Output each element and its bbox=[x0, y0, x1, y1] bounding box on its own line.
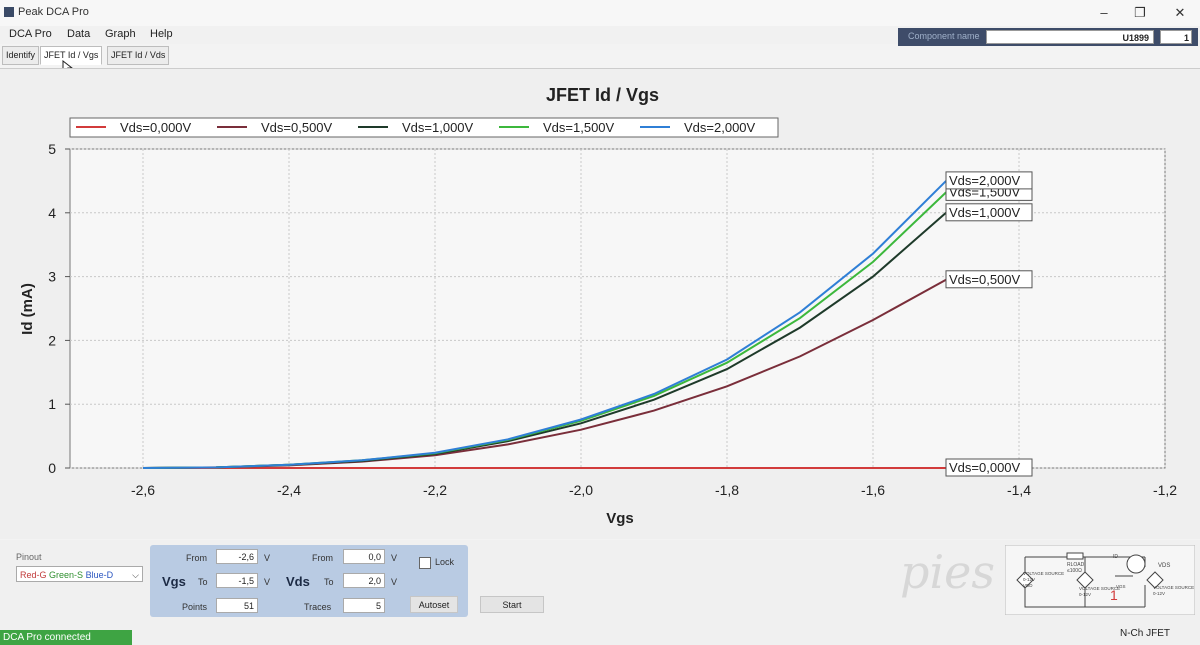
restore-button[interactable]: ❐ bbox=[1134, 5, 1146, 20]
y-tick-label: 4 bbox=[48, 205, 56, 221]
legend-label: Vds=1,000V bbox=[402, 120, 474, 135]
circuit-load-value: ≤100Ω bbox=[1067, 568, 1082, 574]
chart-panel: -2,6 -2,4 -2,2 -2,0 -1,8 -1,6 -1,4 -1,2 0 1 2 3 4 5 JF… bbox=[0, 68, 1200, 539]
vds-from-unit: V bbox=[391, 553, 398, 563]
pinout-select[interactable]: Red-G Green-S Blue-D ⌵ bbox=[16, 566, 143, 582]
x-tick-label: -2,2 bbox=[423, 482, 447, 498]
circuit-vgs-label: VGS bbox=[1116, 584, 1126, 589]
legend-box bbox=[69, 117, 779, 138]
vds-from-input[interactable]: 0,0 bbox=[343, 549, 385, 564]
vgs-label: Vgs bbox=[162, 574, 186, 589]
component-name-label: Component name bbox=[908, 31, 980, 41]
traces-label: Traces bbox=[304, 602, 332, 612]
y-tick-label: 5 bbox=[48, 141, 56, 157]
legend-label: Vds=2,000V bbox=[684, 120, 756, 135]
menu-dca-pro[interactable]: DCA Pro bbox=[9, 28, 52, 40]
points-label: Points bbox=[182, 602, 208, 612]
vds-to-input[interactable]: 2,0 bbox=[343, 573, 385, 588]
vgs-to-input[interactable]: -1,5 bbox=[216, 573, 258, 588]
device-type-label: N-Ch JFET bbox=[1120, 628, 1170, 639]
menu-data[interactable]: Data bbox=[67, 28, 91, 40]
autoset-button[interactable]: Autoset bbox=[410, 596, 458, 613]
pinout-red: Red-G bbox=[20, 570, 47, 580]
end-label-box bbox=[945, 203, 1033, 222]
pinout-green: Green-S bbox=[49, 570, 84, 580]
x-tick-label: -1,8 bbox=[715, 482, 739, 498]
tab-identify[interactable]: Identify bbox=[2, 46, 40, 65]
end-label-box bbox=[945, 171, 1033, 190]
menu-help[interactable]: Help bbox=[150, 28, 173, 40]
y-tick-label: 3 bbox=[48, 269, 56, 285]
app-icon bbox=[4, 7, 14, 17]
x-tick-label: -2,6 bbox=[131, 482, 155, 498]
vds-label: Vds bbox=[286, 574, 310, 589]
title-bar: Peak DCA Pro – ❐ ✕ bbox=[0, 0, 1200, 26]
end-label: Vds=0,500V bbox=[949, 272, 1021, 287]
vgs-from-input[interactable]: -2,6 bbox=[216, 549, 258, 564]
circuit-source1-range: 0-12V bbox=[1023, 577, 1035, 582]
circuit-source1-label: VOLTAGE SOURCE bbox=[1023, 571, 1064, 576]
traces-input[interactable]: 5 bbox=[343, 598, 385, 613]
x-tick-label: -1,4 bbox=[1007, 482, 1031, 498]
component-name-input[interactable]: U1899 bbox=[986, 30, 1154, 44]
vgs-to-label: To bbox=[198, 577, 208, 587]
x-tick-label: -2,0 bbox=[569, 482, 593, 498]
id-vgs-chart: -2,6 -2,4 -2,2 -2,0 -1,8 -1,6 -1,4 -1,2 0 1 2 3 4 5 JF… bbox=[19, 85, 1177, 527]
start-button[interactable]: Start bbox=[480, 596, 544, 613]
component-count-stepper[interactable]: 1 bbox=[1160, 30, 1192, 44]
y-tick-label: 0 bbox=[48, 460, 56, 476]
points-input[interactable]: 51 bbox=[216, 598, 258, 613]
series-line bbox=[142, 180, 947, 469]
circuit-diagram: RLOAD ≤100Ω VOLTAGE SOURCE 0-12V VDD VOL… bbox=[1005, 545, 1195, 615]
end-label: Vds=0,000V bbox=[949, 460, 1021, 475]
end-label: Vds=2,000V bbox=[949, 173, 1021, 188]
tab-jfet-id-vgs[interactable]: JFET Id / Vgs bbox=[40, 46, 103, 65]
control-panel: Pinout Red-G Green-S Blue-D ⌵ From -2,6 … bbox=[0, 540, 1200, 645]
pinout-blue: Blue-D bbox=[85, 570, 114, 580]
window-title: Peak DCA Pro bbox=[18, 6, 89, 18]
circuit-vds-label: VDS bbox=[1158, 563, 1170, 569]
minimize-button[interactable]: – bbox=[1100, 5, 1108, 20]
circuit-source3-label: VOLTAGE SOURCE bbox=[1153, 585, 1194, 590]
menu-graph[interactable]: Graph bbox=[105, 28, 136, 40]
end-label-box bbox=[945, 458, 1033, 477]
chart-title: JFET Id / Vgs bbox=[546, 85, 659, 105]
legend-label: Vds=0,000V bbox=[120, 120, 192, 135]
vgs-from-label: From bbox=[186, 553, 207, 563]
end-label: Vds=1,000V bbox=[949, 205, 1021, 220]
x-axis-label: Vgs bbox=[606, 510, 634, 527]
vds-to-label: To bbox=[324, 577, 334, 587]
lock-label: Lock bbox=[435, 557, 455, 567]
vgs-to-unit: V bbox=[264, 577, 271, 587]
y-axis-label: Id (mA) bbox=[19, 283, 36, 335]
legend-label: Vds=0,500V bbox=[261, 120, 333, 135]
circuit-source2-range: 0-12V bbox=[1079, 592, 1091, 597]
circuit-source1-name: VDD bbox=[1023, 583, 1033, 588]
watermark: pies bbox=[900, 545, 995, 599]
close-button[interactable]: ✕ bbox=[1174, 5, 1186, 20]
vgs-from-unit: V bbox=[264, 553, 271, 563]
y-tick-label: 1 bbox=[48, 396, 56, 412]
lock-checkbox[interactable] bbox=[419, 557, 431, 569]
end-label-box bbox=[945, 270, 1033, 289]
x-tick-label: -1,2 bbox=[1153, 482, 1177, 498]
tab-jfet-id-vds[interactable]: JFET Id / Vds bbox=[107, 46, 170, 65]
circuit-id-label: ID bbox=[1113, 554, 1118, 560]
y-tick-label: 2 bbox=[48, 332, 56, 348]
vds-to-unit: V bbox=[391, 577, 398, 587]
legend-label: Vds=1,500V bbox=[543, 120, 615, 135]
chevron-down-icon: ⌵ bbox=[132, 570, 139, 580]
circuit-source2-label: VOLTAGE SOURCE bbox=[1079, 586, 1120, 591]
component-bar: Component name U1899 1 bbox=[898, 28, 1198, 46]
vds-from-label: From bbox=[312, 553, 333, 563]
x-tick-label: -1,6 bbox=[861, 482, 885, 498]
circuit-load-label: RLOAD bbox=[1067, 562, 1085, 568]
pinout-label: Pinout bbox=[16, 552, 42, 562]
x-tick-label: -2,4 bbox=[277, 482, 301, 498]
circuit-marker: 1 bbox=[1110, 587, 1118, 603]
circuit-source3-range: 0-12V bbox=[1153, 591, 1165, 596]
connection-status: DCA Pro connected bbox=[0, 630, 132, 645]
